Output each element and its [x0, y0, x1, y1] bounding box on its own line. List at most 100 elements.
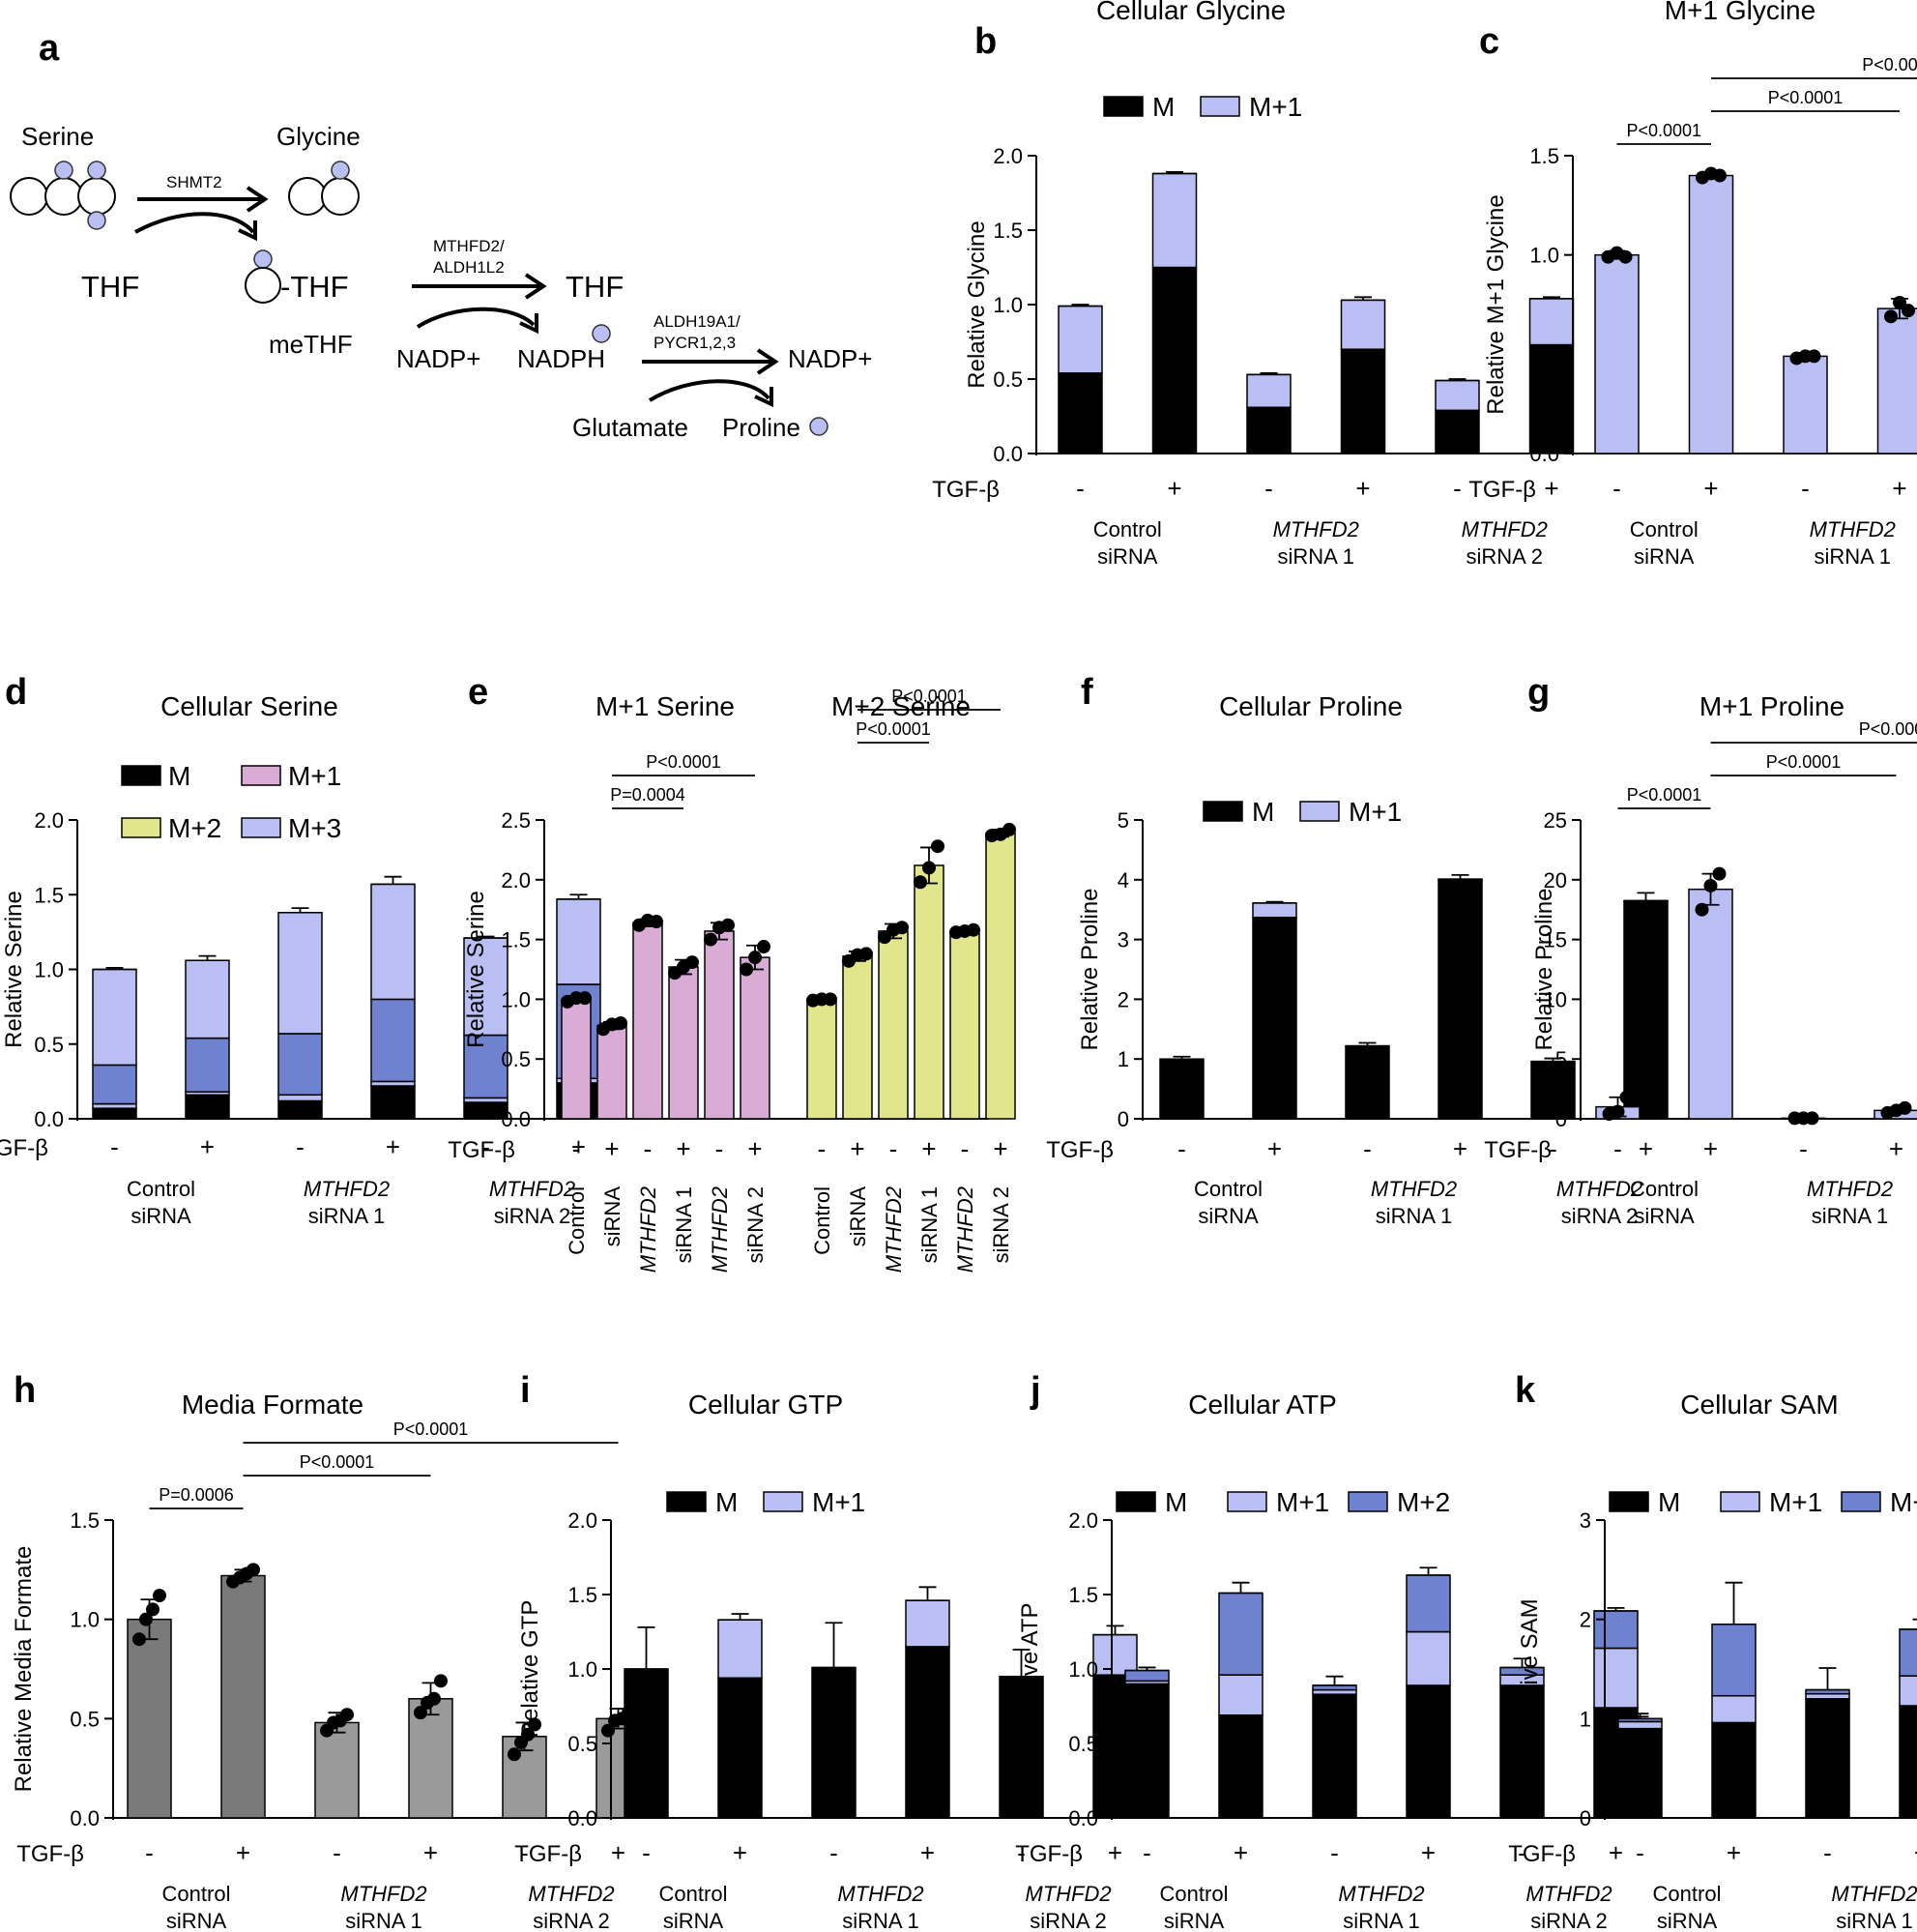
nadp-label-2: NADP+ [788, 344, 872, 373]
data-point [434, 1674, 448, 1688]
treat-minus: - [961, 1134, 970, 1163]
bar-M-5 [1623, 900, 1669, 1120]
treat-plus: + [1544, 474, 1558, 503]
treat-plus: + [747, 1134, 762, 1163]
y-tick-label: 0 [1118, 1107, 1129, 1131]
treat-minus: - [1613, 1134, 1622, 1163]
treat-minus: - [1453, 474, 1462, 503]
treat-plus: + [1453, 1134, 1467, 1163]
y-tick-label: 2.0 [567, 1508, 597, 1533]
data-point [1805, 1111, 1819, 1126]
treatment-label: TGF-β [1468, 477, 1536, 503]
treat-minus: - [110, 1132, 119, 1161]
y-tick-label: 2.0 [993, 144, 1023, 168]
group-label-rotated: siRNA 1 [917, 1186, 942, 1263]
nadp-label-1: NADP+ [396, 344, 480, 373]
treat-plus: + [1727, 1838, 1741, 1867]
treat-minus: - [1076, 474, 1085, 503]
bar-11 [985, 832, 1016, 1120]
data-point [922, 861, 936, 875]
treat-plus: + [1355, 474, 1370, 503]
y-tick-label: 2.0 [1068, 1508, 1098, 1533]
bar-Mplus3-2 [277, 912, 323, 1035]
stat-label: P<0.0001 [393, 1420, 469, 1439]
group-label-line2: siRNA [1164, 1909, 1225, 1932]
legend-swatch [241, 765, 281, 786]
aldh-enzyme-l2: PYCR1,2,3 [654, 334, 736, 352]
y-tick-label: 1 [1118, 1047, 1129, 1071]
bar-M-3 [1438, 879, 1483, 1120]
aldh-enzyme-l1: ALDH19A1/ [654, 312, 741, 331]
bar-Mplus2-1 [1218, 1592, 1263, 1676]
treat-minus: - [1636, 1838, 1644, 1867]
bar-Mplus1-3 [1340, 299, 1386, 350]
treat-minus: - [1612, 474, 1621, 503]
bar-M-0 [1617, 1727, 1663, 1819]
thf-label-2: THF [566, 270, 624, 304]
y-axis-label: Relative Media Formate [11, 1546, 37, 1793]
bar-M-0 [624, 1668, 669, 1819]
treat-minus: - [1017, 1838, 1026, 1867]
data-point [1902, 304, 1915, 318]
bar-4 [704, 930, 735, 1120]
y-tick-label: 0.5 [993, 367, 1023, 392]
bar-M-3 [370, 1085, 416, 1120]
methf-molecule [245, 249, 281, 304]
chart-e: e M+1 Serine M+2 Serine 0.0 0.5 1.0 1.5 2.0 2.5 R… [448, 672, 1016, 1273]
bar-0 [561, 998, 592, 1120]
y-tick-label: 10 [1544, 987, 1567, 1011]
treat-plus: + [1234, 1838, 1248, 1867]
bar-Mplus1-1 [1151, 172, 1198, 269]
bar-M-0 [92, 1107, 137, 1120]
bar-M-3 [905, 1646, 950, 1819]
y-axis-label: Relative SAM [1517, 1598, 1543, 1739]
treat-minus: - [1549, 1134, 1557, 1163]
stat-label: P<0.0001 [1627, 785, 1702, 805]
treat-plus: + [1914, 1838, 1917, 1867]
data-point [508, 1747, 521, 1762]
legend-label: M [168, 761, 190, 791]
group-label-rotated: siRNA 2 [743, 1186, 768, 1263]
group-label-line1: MTHFD2 [528, 1882, 614, 1906]
legend-swatch-M [1203, 801, 1243, 822]
y-tick-label: 2 [1118, 987, 1129, 1011]
treatment-label: TGF-β [932, 477, 1000, 503]
data-point [1619, 1090, 1634, 1104]
group-label-line1: MTHFD2 [1831, 1882, 1917, 1906]
legend-swatch-Mplus1 [1227, 1491, 1267, 1512]
legend-swatch-M [1116, 1491, 1156, 1512]
legend-label: M+1 [1769, 1487, 1822, 1517]
bar-M-0 [1124, 1683, 1170, 1819]
thf-label-1: THF [81, 270, 139, 304]
treat-minus: - [1801, 474, 1810, 503]
legend-label: M+1 [1349, 797, 1402, 827]
mthfd2-enzyme-l2: ALDH1L2 [433, 258, 505, 277]
y-tick-label: 1 [1580, 1707, 1591, 1731]
treat-plus: + [1609, 1838, 1623, 1867]
bar-Mplus3-1 [185, 959, 230, 1039]
treat-minus: - [572, 1134, 581, 1163]
treat-minus: - [642, 1838, 651, 1867]
treat-plus: + [1167, 474, 1181, 503]
group-label-line2: siRNA 1 [1343, 1909, 1419, 1932]
data-point [685, 955, 699, 970]
treat-plus: + [571, 1132, 586, 1161]
y-tick-label: 0 [1580, 1806, 1591, 1830]
group-label-rotated: Control [810, 1186, 834, 1255]
legend-swatch-Mplus1 [1720, 1491, 1760, 1512]
legend-label: M [1152, 92, 1175, 122]
treat-minus: - [481, 1132, 490, 1161]
group-label-line2: siRNA [1657, 1909, 1718, 1932]
bar-Mplus3-0 [92, 968, 137, 1067]
group-label-line2: siRNA 1 [842, 1909, 918, 1932]
group-label-line2: siRNA [1097, 544, 1158, 569]
treat-plus: + [921, 1134, 936, 1163]
legend-swatch-Mplus1 [1299, 801, 1340, 822]
mthfd2-arrow [412, 273, 547, 335]
data-point [931, 839, 944, 854]
y-tick-label: 0.5 [70, 1707, 100, 1731]
data-point [528, 1717, 541, 1732]
bar-M-3 [1899, 1705, 1917, 1819]
data-point [521, 1727, 535, 1742]
